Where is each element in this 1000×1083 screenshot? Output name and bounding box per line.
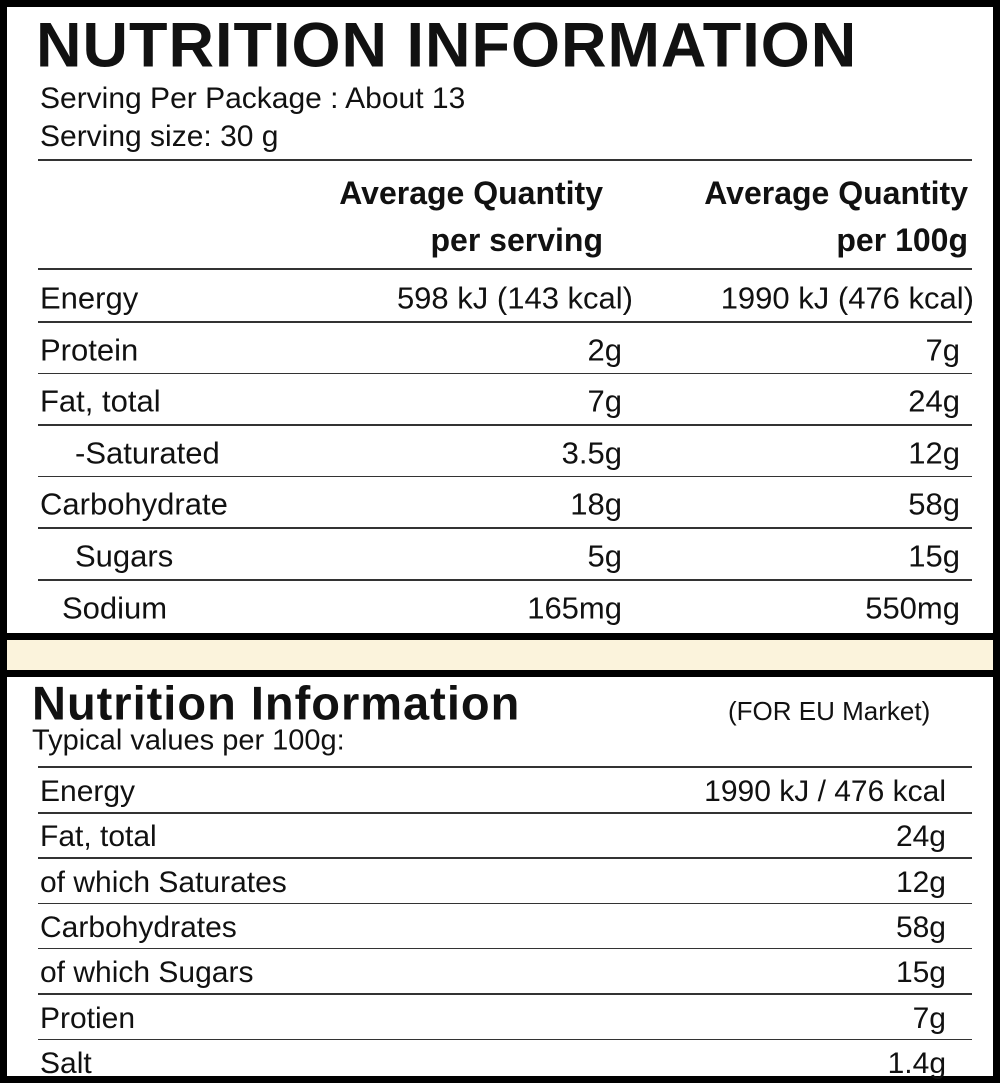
per-serving-value: 5g: [587, 538, 622, 574]
rule: [38, 579, 972, 581]
row-label: Protien: [40, 1001, 136, 1035]
servings-per-package: Serving Per Package : About 13: [40, 82, 466, 115]
row-value: 58g: [895, 910, 946, 944]
rule: [38, 812, 972, 814]
row-label: Energy: [40, 280, 139, 316]
per-serving-value: 3.5g: [561, 435, 622, 471]
column-header: Average Quantity: [704, 175, 968, 211]
per-100g-value: 15g: [908, 538, 960, 574]
row-value: 24g: [895, 820, 946, 854]
rule: [38, 475, 972, 478]
per-100g-value: 550mg: [865, 590, 960, 626]
per-100g-value: 12g: [908, 435, 960, 471]
bottom-title: Nutrition Information: [32, 676, 521, 730]
row-label: Sugars: [75, 538, 174, 574]
bottom-subtitle: Typical values per 100g:: [32, 724, 345, 757]
market-note: (FOR EU Market): [728, 696, 931, 726]
rule: [38, 993, 972, 995]
rule: [38, 424, 972, 426]
row-label: Fat, total: [40, 820, 157, 854]
per-serving-value: 7g: [587, 383, 622, 419]
row-label: Carbohydrates: [40, 910, 237, 944]
row-label: Fat, total: [40, 383, 161, 419]
divider-band: [0, 640, 1000, 672]
column-header: per serving: [430, 222, 603, 258]
per-100g-value: 7g: [925, 332, 960, 368]
per-serving-value: 165mg: [527, 590, 622, 626]
rule: [38, 1038, 972, 1040]
per-serving-value: 2g: [587, 332, 622, 368]
top-panel: [0, 0, 1000, 640]
row-label: of which Sugars: [40, 956, 254, 990]
rule: [38, 321, 972, 323]
rule: [38, 527, 972, 529]
column-header: per 100g: [836, 222, 968, 258]
rule: [38, 372, 972, 375]
per-serving-value: 598 kJ (143 kcal): [396, 280, 633, 316]
row-label: -Saturated: [75, 435, 220, 471]
per-100g-value: 58g: [908, 486, 960, 522]
rule: [38, 902, 972, 905]
per-serving-value: 18g: [570, 486, 622, 522]
row-label: Salt: [40, 1046, 92, 1080]
row-value: 15g: [895, 956, 946, 990]
row-value: 1990 kJ / 476 kcal: [704, 775, 946, 808]
serving-size: Serving size: 30 g: [40, 120, 279, 153]
row-value: 7g: [912, 1001, 946, 1035]
per-100g-value: 1990 kJ (476 kcal): [720, 280, 974, 316]
rule: [38, 159, 972, 161]
rule: [38, 947, 972, 950]
top-title: NUTRITION INFORMATION: [36, 10, 858, 81]
row-label: Energy: [40, 775, 136, 808]
row-value: 1.4g: [887, 1046, 946, 1080]
bottom-panel: [0, 670, 1000, 1083]
per-100g-value: 24g: [908, 383, 960, 419]
row-label: Sodium: [62, 590, 168, 626]
row-label: Carbohydrate: [40, 486, 228, 522]
row-label: of which Saturates: [40, 865, 287, 899]
column-header: Average Quantity: [339, 175, 603, 211]
rule: [38, 857, 972, 859]
rule: [38, 268, 972, 270]
row-label: Protein: [40, 332, 139, 368]
row-value: 12g: [895, 865, 946, 899]
rule: [38, 766, 972, 768]
